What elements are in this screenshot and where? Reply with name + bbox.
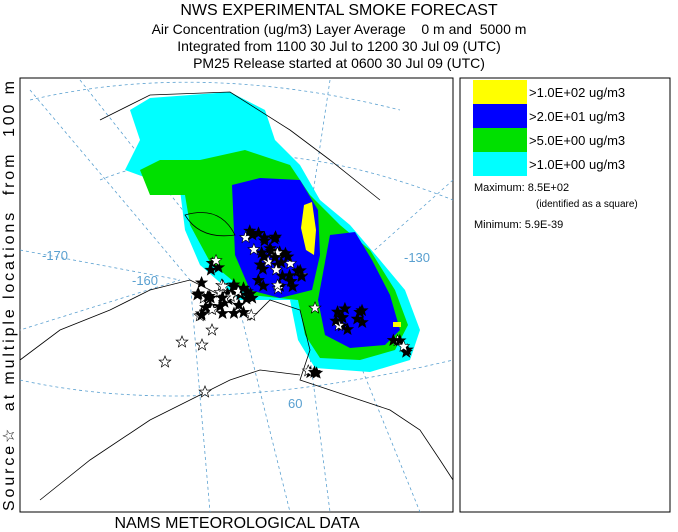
map-label: -160 bbox=[132, 273, 158, 288]
legend-items: >1.0E+02 ug/m3 >2.0E+01 ug/m3 >5.0E+00 ug/… bbox=[473, 80, 625, 176]
subtitle: Integrated from 1100 30 Jul to 1200 30 J… bbox=[177, 38, 500, 54]
legend-maximum-note: (identified as a square) bbox=[536, 199, 638, 210]
map: -170 -160 -130 60 bbox=[19, 77, 454, 513]
graticule-line bbox=[329, 179, 454, 513]
graticule-line bbox=[299, 79, 331, 513]
legend-label: >5.0E+00 ug/m3 bbox=[529, 133, 625, 148]
coastline bbox=[19, 91, 454, 501]
coast-path bbox=[99, 91, 381, 201]
legend-swatch bbox=[473, 80, 527, 104]
map-label: 60 bbox=[288, 396, 302, 411]
coast-path bbox=[39, 369, 301, 501]
legend-label: >1.0E+02 ug/m3 bbox=[529, 85, 625, 100]
footer: NAMS METEOROLOGICAL DATA bbox=[114, 515, 359, 532]
legend-swatch bbox=[473, 128, 527, 152]
legend: >1.0E+02 ug/m3 >2.0E+01 ug/m3 >5.0E+00 ug/… bbox=[459, 77, 671, 513]
legend-label: >1.0E+00 ug/m3 bbox=[529, 157, 625, 172]
graticule-line bbox=[29, 81, 401, 111]
legend-minimum: Minimum: 5.9E-39 bbox=[474, 219, 563, 231]
legend-swatch bbox=[473, 152, 527, 176]
subtitle: Air Concentration (ug/m3) Layer Average … bbox=[152, 21, 527, 37]
subtitle: PM25 Release started at 0600 30 Jul 09 (… bbox=[193, 55, 485, 71]
graticule-line bbox=[19, 249, 181, 331]
legend-swatch bbox=[473, 104, 527, 128]
coast-path bbox=[19, 279, 454, 481]
side-label: Source☆ at multiple locations from 100 m bbox=[1, 81, 18, 511]
graticule-line bbox=[19, 359, 454, 397]
map-label: -130 bbox=[404, 250, 430, 265]
plume-yellow bbox=[301, 202, 316, 255]
coast-path bbox=[184, 212, 236, 237]
legend-label: >2.0E+01 ug/m3 bbox=[529, 109, 625, 124]
title: NWS EXPERIMENTAL SMOKE FORECAST bbox=[180, 2, 498, 19]
plume-yellow bbox=[393, 322, 401, 327]
map-label: -170 bbox=[42, 248, 68, 263]
legend-maximum: Maximum: 8.5E+02 bbox=[474, 182, 569, 194]
